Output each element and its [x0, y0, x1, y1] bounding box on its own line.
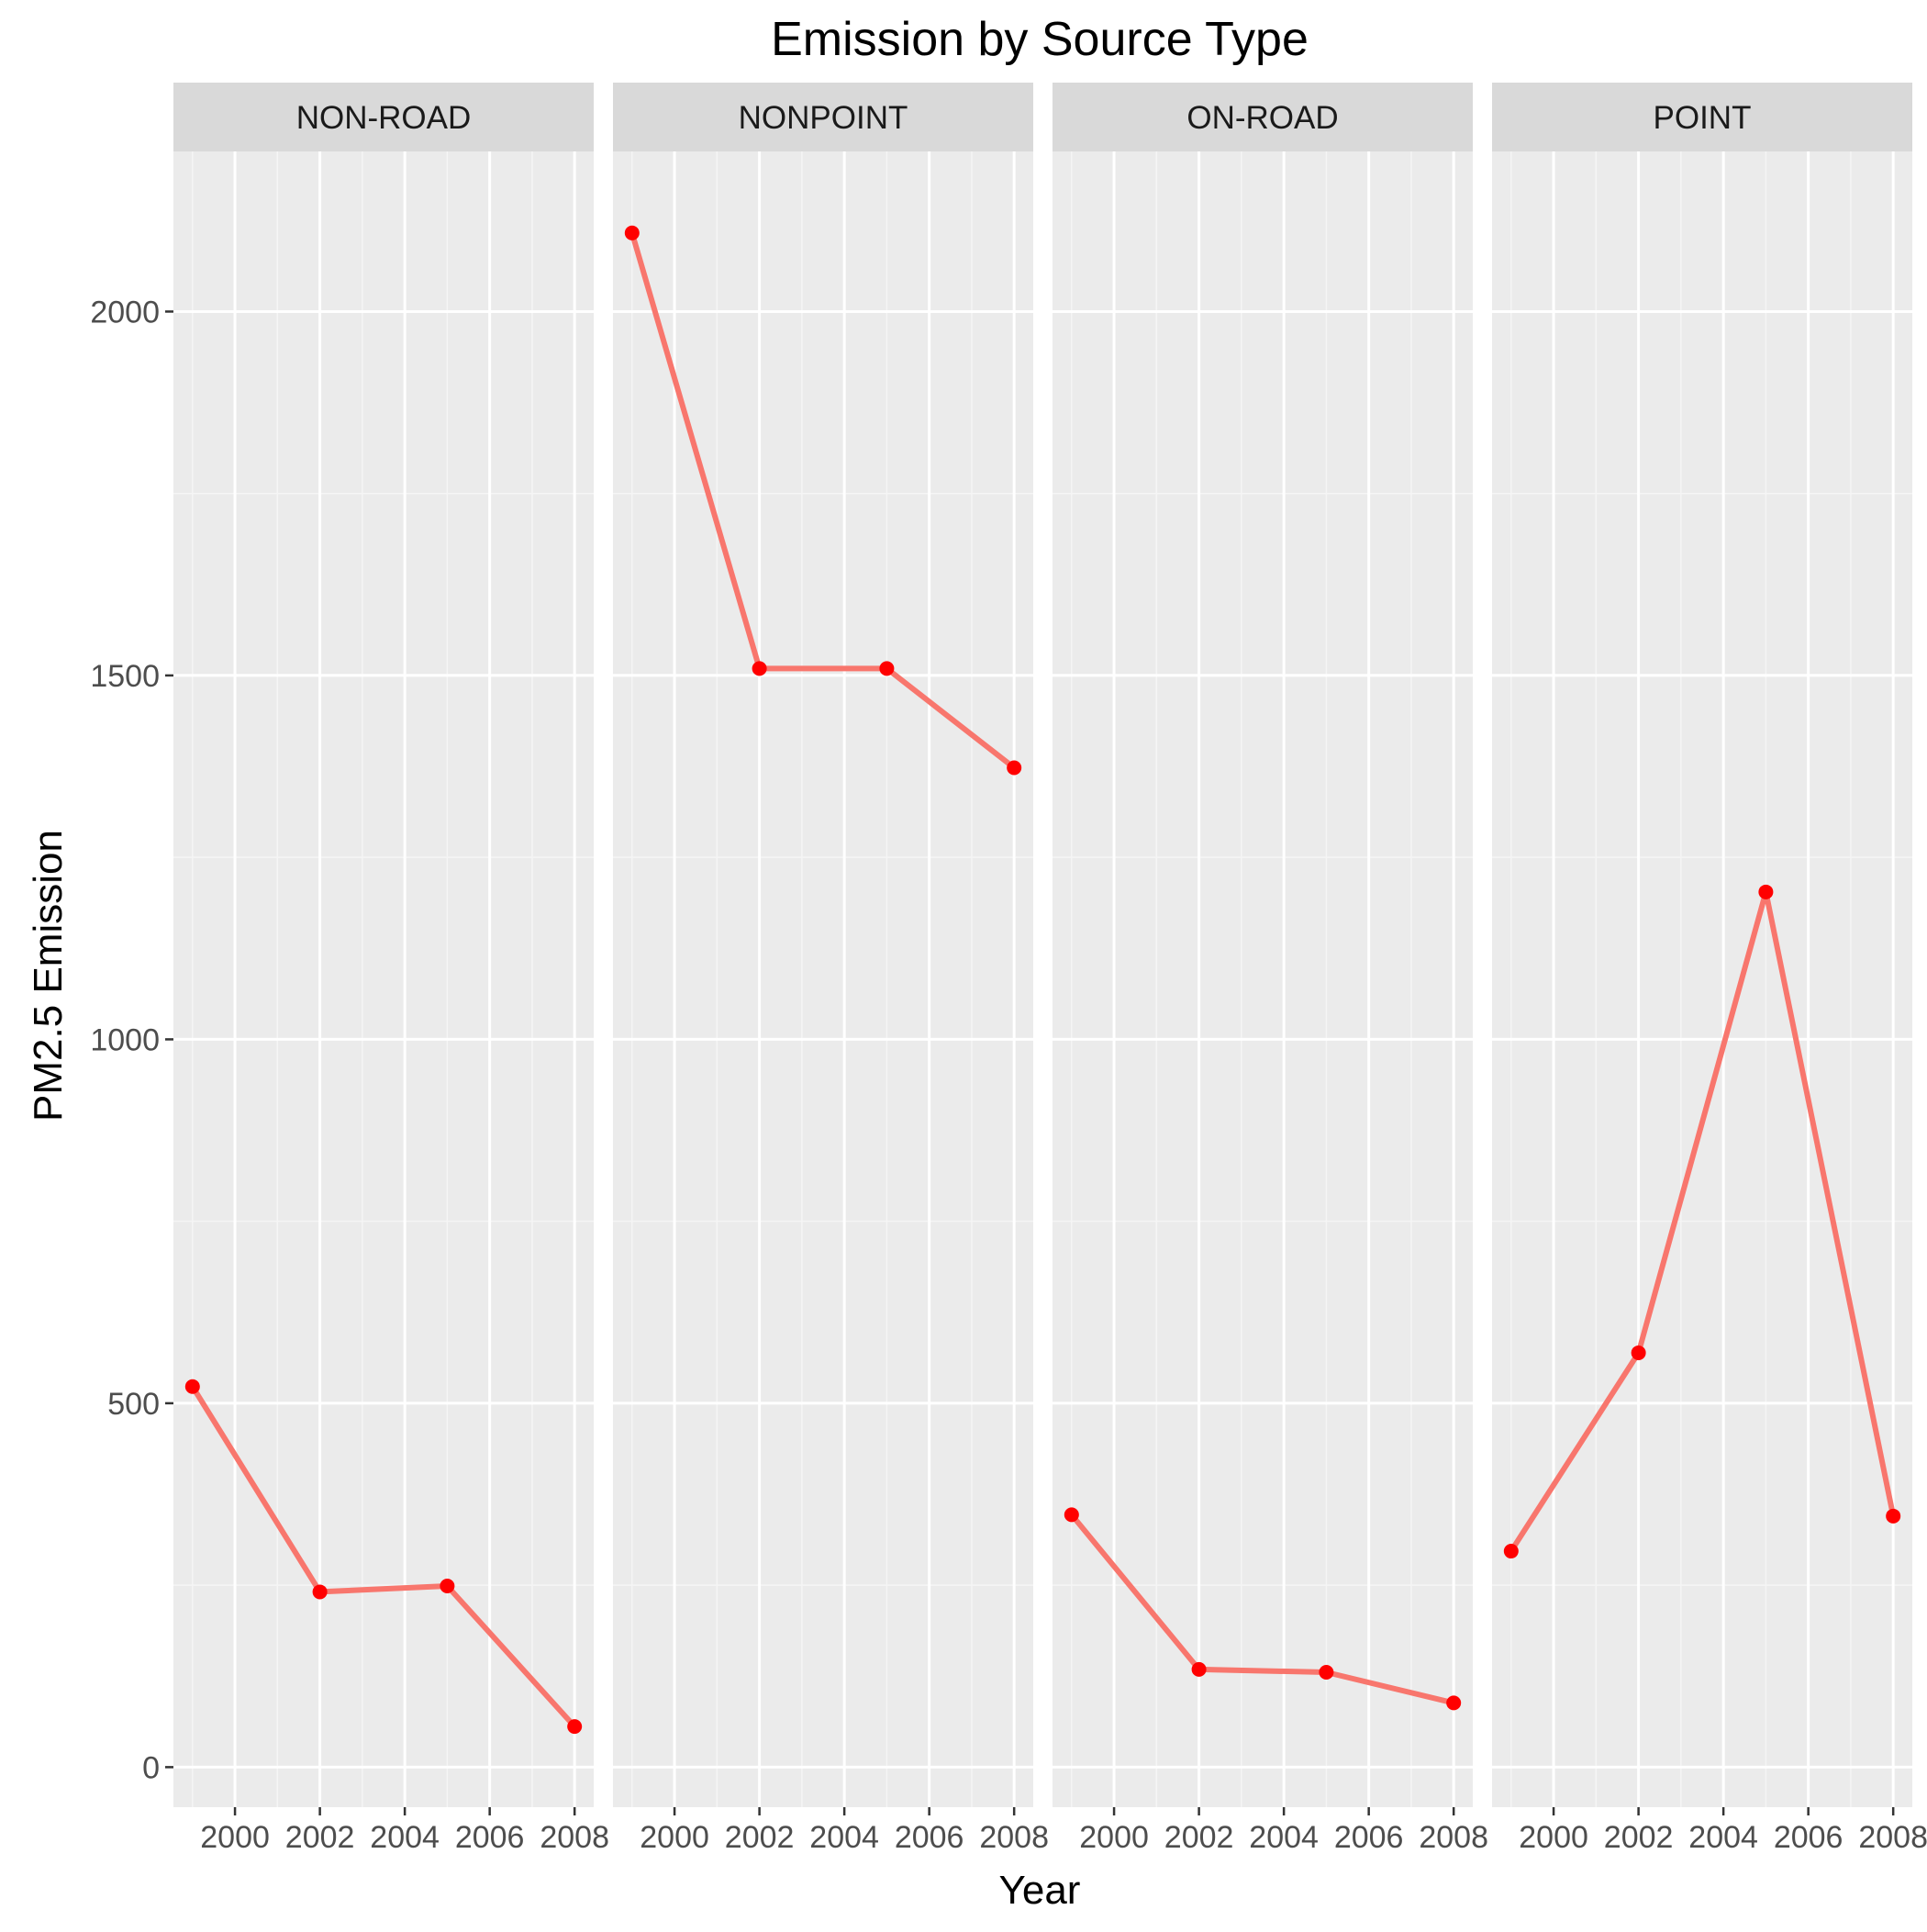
x-tick-label: 2002 — [1604, 1820, 1674, 1855]
facet-strip-label: NON-ROAD — [296, 100, 472, 136]
series-line — [1508, 888, 1897, 1554]
x-tick-label: 2002 — [1164, 1820, 1234, 1855]
data-point — [1758, 884, 1774, 899]
facet-panel-on-road: ON-ROAD 2000 2002 2004 2006 2008 — [1053, 83, 1488, 1855]
facet-panel-nonpoint: NONPOINT 2000 2002 2004 2006 2008 — [613, 83, 1049, 1855]
x-tick-label: 2002 — [725, 1820, 795, 1855]
x-tick-label: 2008 — [1858, 1820, 1927, 1855]
x-tick-label: 2002 — [285, 1820, 355, 1855]
facet-strip — [173, 83, 594, 151]
y-tick-label: 1000 — [90, 1022, 160, 1057]
data-point — [1631, 1345, 1646, 1360]
facet-strip-label: ON-ROAD — [1186, 100, 1338, 136]
x-tick-label: 2008 — [540, 1820, 609, 1855]
x-tick-label: 2004 — [370, 1820, 440, 1855]
series-line — [1068, 1512, 1457, 1706]
x-tick-label: 2004 — [809, 1820, 879, 1855]
x-tick-label: 2004 — [1688, 1820, 1758, 1855]
panel-background — [173, 151, 594, 1807]
x-tick-label: 2004 — [1249, 1820, 1319, 1855]
panel-background — [613, 151, 1033, 1807]
y-tick-label: 2000 — [90, 295, 160, 329]
facet-strip-label: POINT — [1654, 100, 1752, 136]
data-point — [1319, 1664, 1334, 1680]
x-tick-label: 2006 — [455, 1820, 525, 1855]
facet-strip — [1492, 83, 1912, 151]
x-tick-label: 2000 — [1519, 1820, 1588, 1855]
data-point — [1191, 1661, 1207, 1677]
chart-title: Emission by Source Type — [771, 13, 1309, 66]
x-tick-label: 2006 — [1774, 1820, 1843, 1855]
data-point — [184, 1379, 200, 1394]
facet-strip — [613, 83, 1033, 151]
x-tick-label: 2000 — [1079, 1820, 1149, 1855]
x-tick-label: 2006 — [895, 1820, 964, 1855]
data-point — [1503, 1544, 1519, 1559]
data-point — [1886, 1508, 1901, 1524]
facet-panel-non-road: NON-ROAD 2000 2002 2004 2006 2008 0 500 1000 1500… — [90, 83, 609, 1855]
y-axis-title: PM2.5 Emission — [26, 830, 71, 1122]
data-point — [440, 1579, 455, 1594]
panel-background — [1492, 151, 1912, 1807]
data-point — [624, 225, 640, 240]
data-point — [1007, 760, 1022, 776]
series-line — [629, 229, 1018, 771]
panel-background — [1053, 151, 1473, 1807]
x-axis-title: Year — [999, 1868, 1081, 1913]
x-tick-label: 2000 — [640, 1820, 709, 1855]
data-point — [1064, 1507, 1079, 1523]
x-tick-label: 2000 — [200, 1820, 270, 1855]
y-tick-label: 0 — [142, 1750, 160, 1785]
series-line — [189, 1383, 578, 1730]
facet-panel-point: POINT 2000 2002 2004 2006 2008 — [1492, 83, 1927, 1855]
data-point — [879, 661, 895, 676]
y-tick-label: 500 — [107, 1387, 160, 1422]
x-tick-label: 2008 — [979, 1820, 1049, 1855]
x-tick-label: 2006 — [1334, 1820, 1404, 1855]
facet-strip-label: NONPOINT — [739, 100, 908, 136]
facet-strip — [1053, 83, 1473, 151]
data-point — [752, 661, 767, 676]
x-tick-label: 2008 — [1419, 1820, 1488, 1855]
y-tick-label: 1500 — [90, 659, 160, 694]
data-point — [1446, 1695, 1462, 1711]
facets-layer: NON-ROAD 2000 2002 2004 2006 2008 0 500 1000 1500… — [90, 83, 1927, 1855]
data-point — [567, 1719, 583, 1735]
data-point — [312, 1584, 328, 1600]
